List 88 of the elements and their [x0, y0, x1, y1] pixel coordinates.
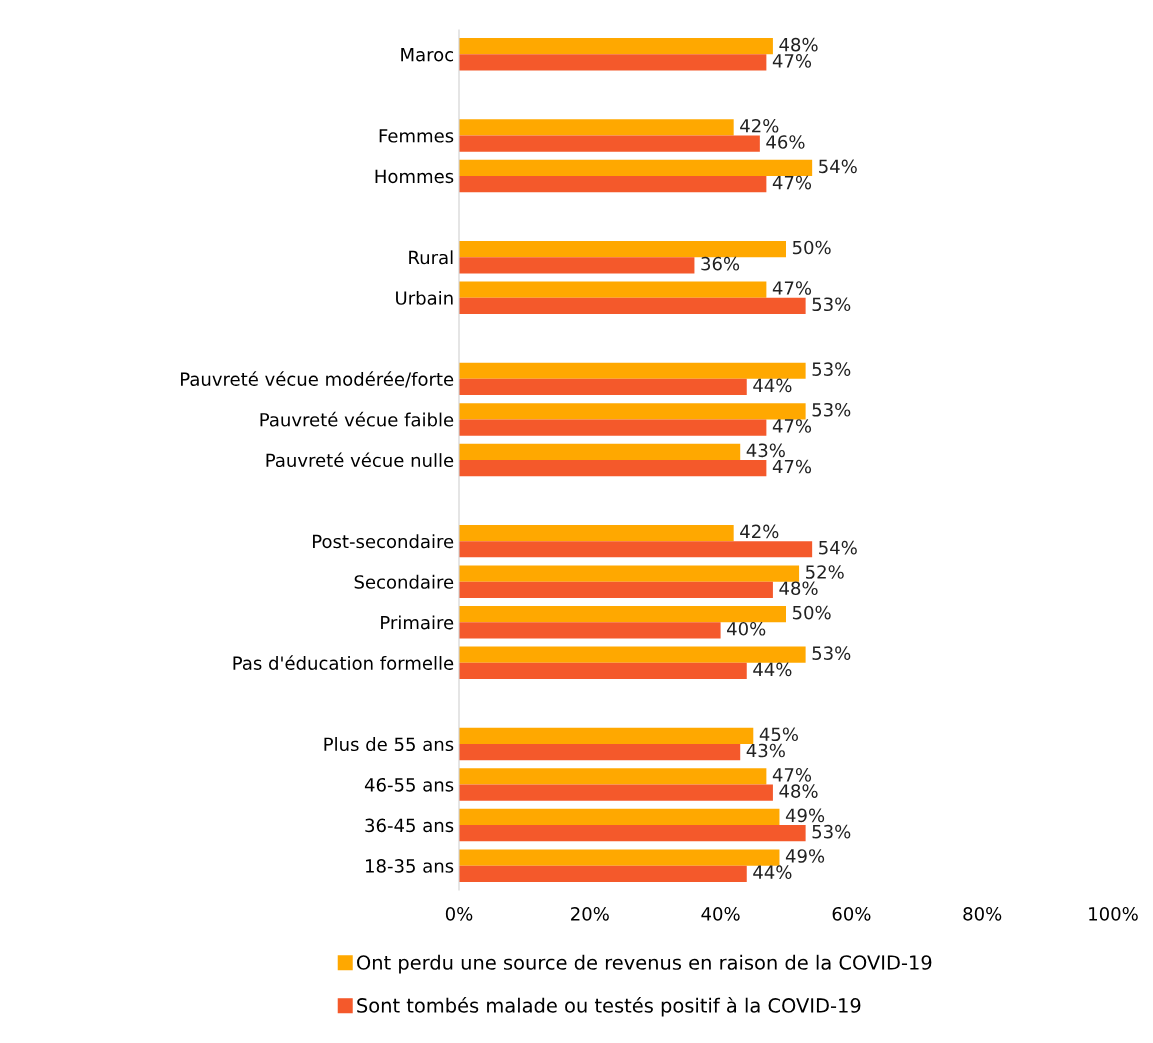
- data-label: 49%: [785, 808, 825, 823]
- y-tick-label: Plus de 55 ans: [324, 737, 454, 752]
- bar: [459, 808, 780, 826]
- bar: [459, 257, 695, 274]
- data-label: 50%: [792, 240, 831, 255]
- y-tick-label: Pas d'éducation formelle: [233, 655, 454, 670]
- bar: [459, 240, 786, 258]
- data-label: 36%: [701, 256, 740, 271]
- y-tick-label: Pauvreté vécue faible: [260, 411, 454, 427]
- data-label: 53%: [812, 297, 851, 312]
- data-label: 44%: [753, 865, 792, 880]
- data-label: 47%: [772, 281, 812, 295]
- y-tick-label: Pauvreté vécue modérée/forte: [181, 371, 454, 388]
- data-label: 53%: [812, 402, 851, 417]
- bar: [459, 541, 813, 558]
- y-tick-label: 36-45 ans: [365, 818, 454, 833]
- bar: [459, 727, 754, 744]
- y-tick-label: Primaire: [381, 615, 454, 630]
- data-label: 40%: [727, 621, 766, 636]
- data-label: 43%: [746, 743, 785, 758]
- data-label: 53%: [812, 646, 851, 660]
- y-tick-label: Post-secondaire: [313, 534, 454, 549]
- y-tick-label: Rural: [409, 250, 453, 265]
- x-tick-label: 20%: [571, 906, 609, 921]
- bar: [459, 297, 806, 314]
- data-label: 47%: [772, 419, 812, 433]
- legend-label: Ont perdu une source de revenus en raison de la COVID-19: [357, 954, 932, 974]
- bar: [459, 119, 734, 136]
- data-label: 46%: [766, 135, 805, 149]
- y-tick-label: 46-55 ans: [364, 777, 454, 792]
- bar: [459, 768, 767, 785]
- bar: [459, 606, 786, 623]
- bar: [459, 176, 767, 193]
- bar: [459, 581, 773, 598]
- y-tick-label: Pauvreté vécue nulle: [266, 452, 454, 468]
- bar: [459, 825, 806, 842]
- data-label: 53%: [812, 824, 851, 839]
- data-label: 48%: [779, 581, 818, 596]
- y-tick-label: Urbain: [396, 290, 453, 305]
- bar: [459, 849, 780, 866]
- data-label: 42%: [740, 524, 779, 539]
- x-tick-label: 0%: [445, 906, 473, 921]
- x-tick-label: 40%: [701, 906, 740, 921]
- data-label: 53%: [812, 362, 851, 376]
- data-label: 47%: [772, 175, 812, 190]
- bar: [459, 743, 741, 761]
- bar: [459, 281, 767, 298]
- y-tick-label: 18-35 ans: [366, 859, 454, 873]
- bar: [459, 662, 747, 680]
- data-label: 48%: [779, 784, 818, 798]
- x-tick-label: 60%: [832, 906, 871, 921]
- bar: [459, 524, 734, 542]
- y-tick-label: Maroc: [401, 48, 454, 62]
- data-label: 48%: [779, 37, 818, 52]
- bar: [459, 460, 767, 477]
- y-tick-label: Hommes: [375, 169, 454, 184]
- y-tick-label: Femmes: [379, 129, 454, 143]
- bar: [459, 403, 806, 420]
- x-tick-label: 100%: [1089, 906, 1138, 921]
- bar: [459, 378, 747, 396]
- bar: [459, 54, 767, 71]
- bar: [459, 135, 760, 152]
- data-label: 54%: [819, 540, 857, 555]
- data-label: 54%: [819, 159, 857, 174]
- data-label: 45%: [759, 727, 798, 742]
- bar: [459, 784, 773, 801]
- bar: [459, 419, 767, 436]
- data-label: 49%: [785, 849, 825, 863]
- data-label: 47%: [772, 768, 812, 782]
- bar: [459, 443, 741, 460]
- bar: [459, 362, 806, 379]
- data-label: 44%: [753, 378, 792, 393]
- data-label: 50%: [792, 605, 831, 620]
- data-label: 43%: [746, 443, 785, 458]
- data-label: 47%: [772, 459, 812, 474]
- legend-label: Sont tombés malade ou testés positif à la COVID-19: [357, 996, 861, 1017]
- data-label: 47%: [772, 54, 812, 68]
- bar: [459, 38, 773, 55]
- bar: [459, 565, 800, 582]
- data-label: 44%: [753, 662, 792, 677]
- bar: [459, 646, 806, 663]
- data-label: 52%: [806, 565, 844, 579]
- bar: [459, 159, 813, 177]
- bar: [459, 622, 721, 639]
- data-label: 42%: [740, 118, 779, 133]
- y-tick-label: Secondaire: [354, 574, 454, 589]
- x-tick-label: 80%: [963, 906, 1002, 921]
- bar: [459, 865, 747, 882]
